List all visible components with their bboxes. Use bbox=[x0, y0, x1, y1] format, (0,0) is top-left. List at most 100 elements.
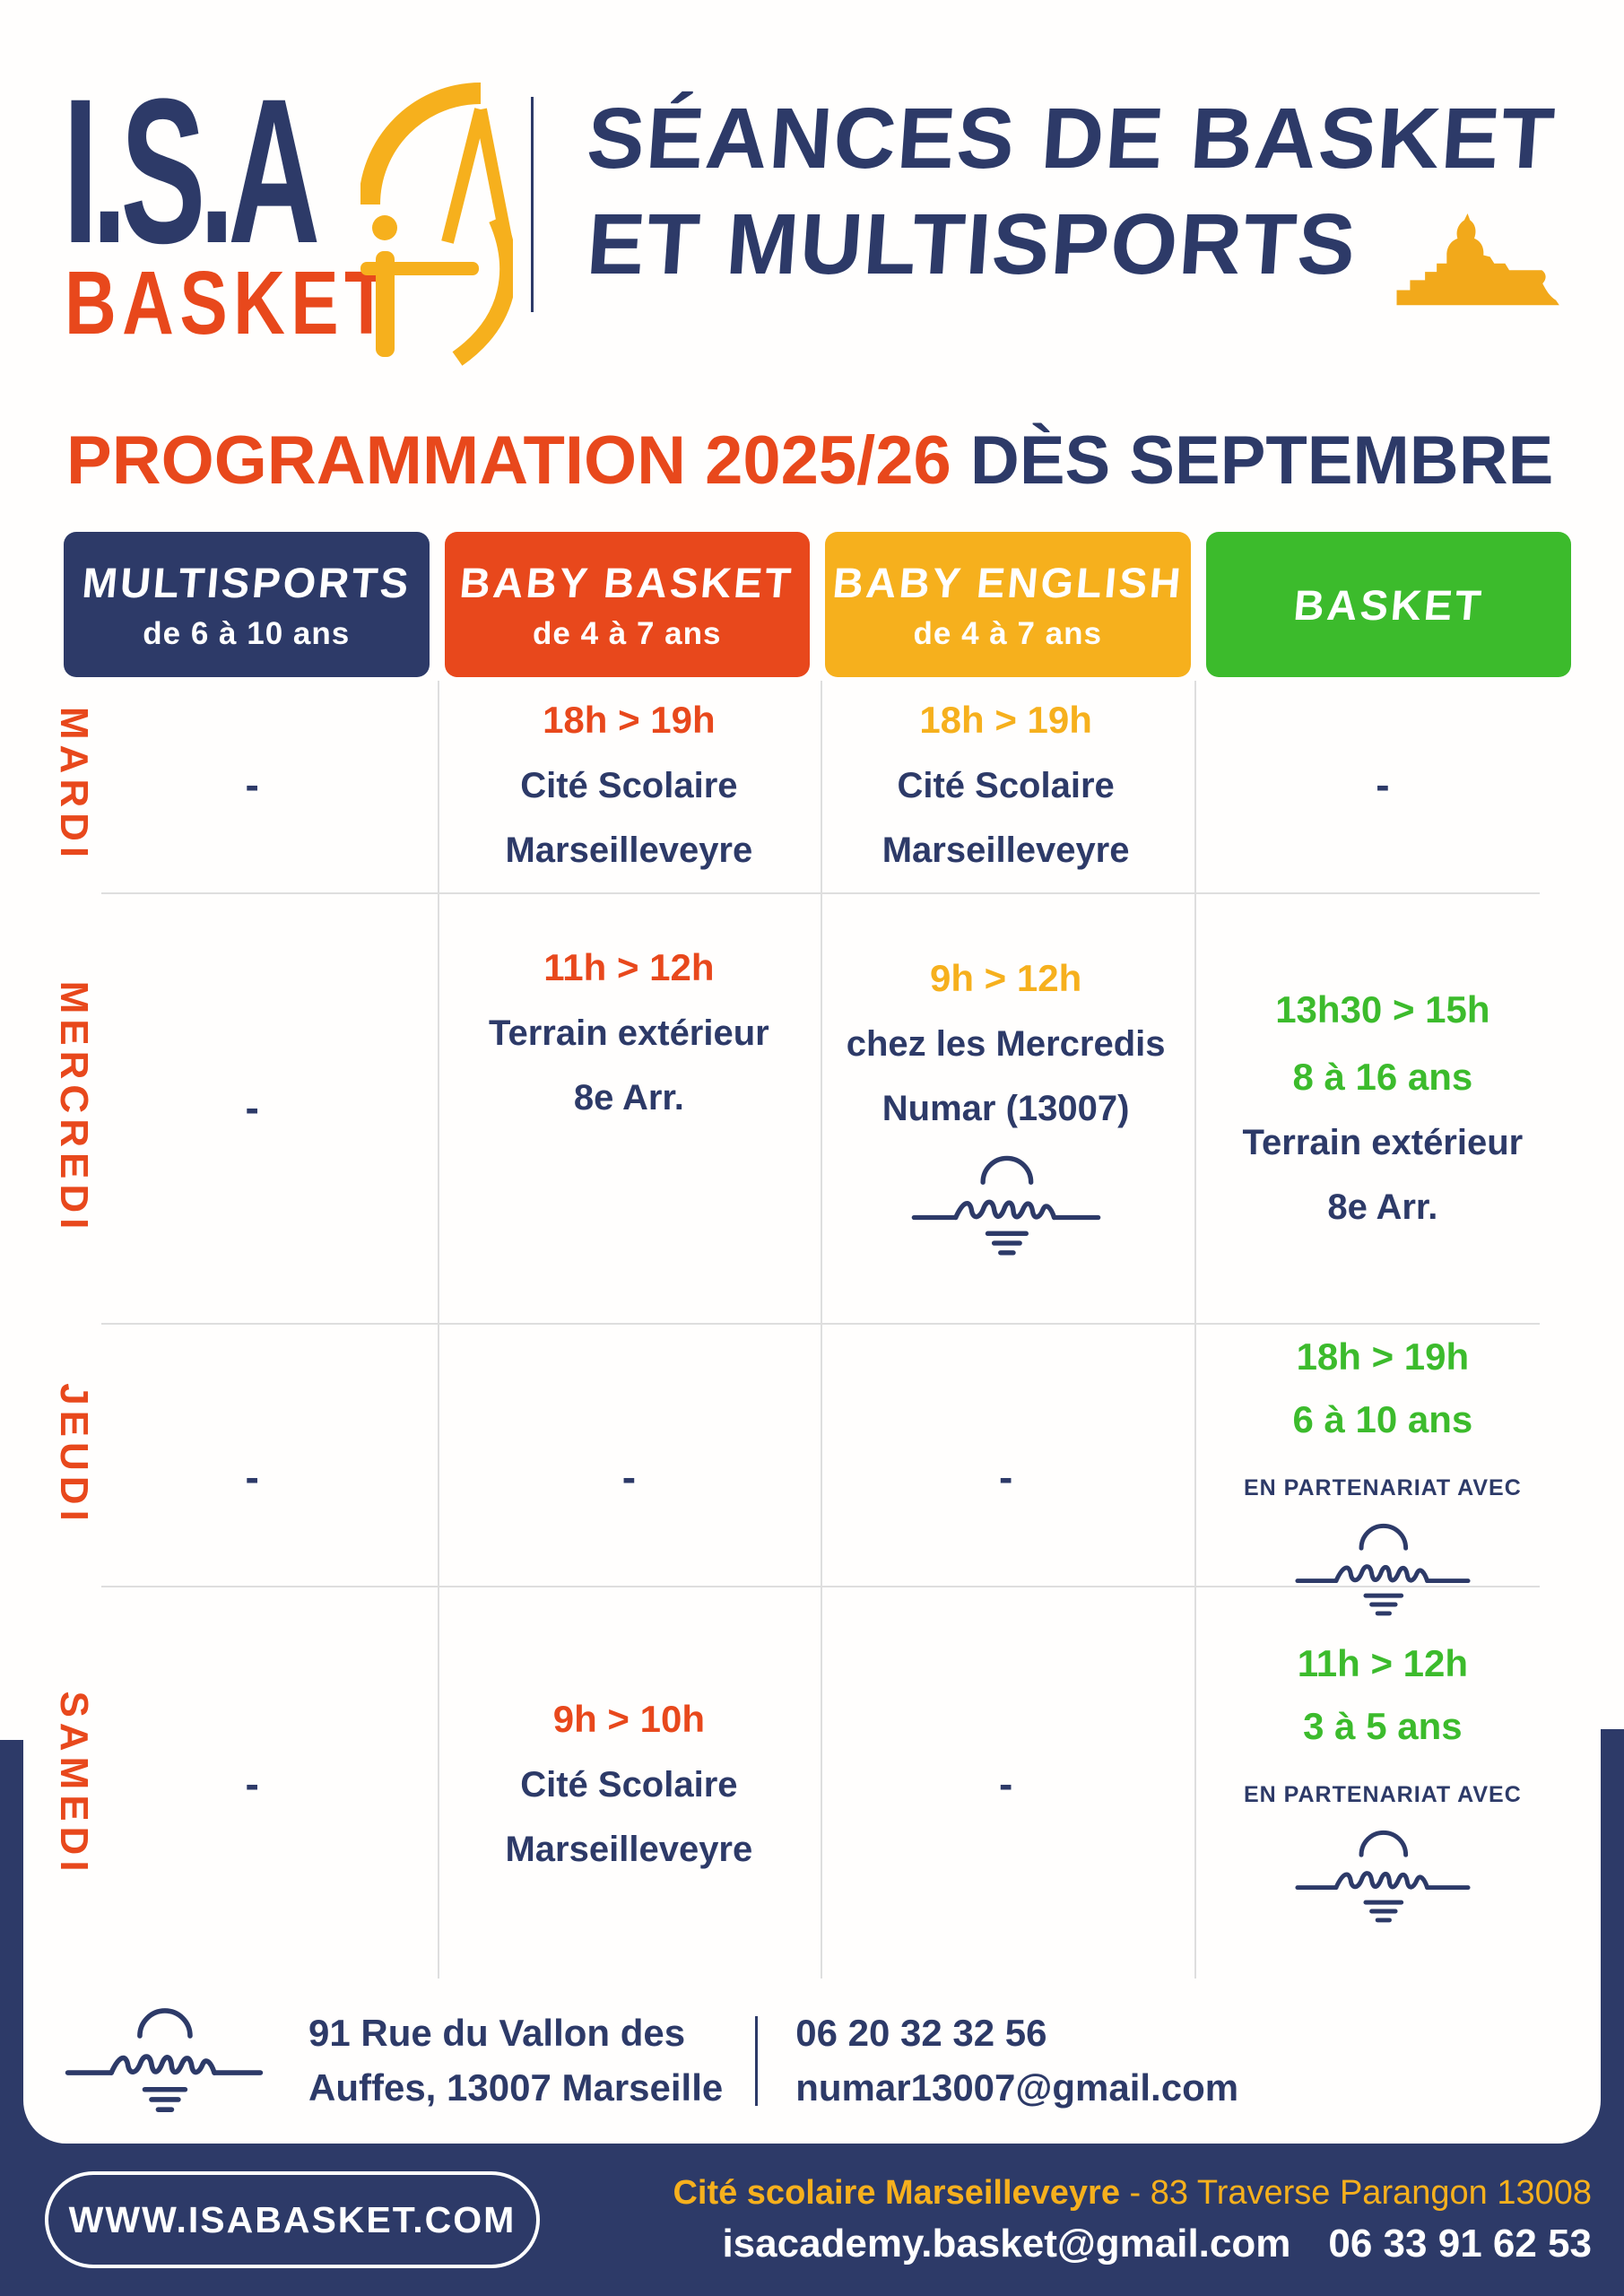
time-label: 13h30 > 15h bbox=[1275, 987, 1490, 1031]
no-session-dash: - bbox=[998, 1454, 1013, 1500]
numar-logo-icon bbox=[909, 1153, 1103, 1259]
contact-phone[interactable]: 06 20 32 32 56 bbox=[795, 2012, 1047, 2055]
frame-left-strip bbox=[0, 1740, 23, 2065]
time-label: 18h > 19h bbox=[919, 699, 1092, 741]
grid-horizontal-divider bbox=[101, 1586, 1540, 1587]
contact-email[interactable]: numar13007@gmail.com bbox=[795, 2066, 1239, 2109]
address-line2: Auffes, 13007 Marseille bbox=[308, 2066, 724, 2109]
bottom-email[interactable]: isacademy.basket@gmail.com bbox=[722, 2221, 1291, 2266]
heading-accent: PROGRAMMATION 2025/26 bbox=[66, 422, 951, 499]
venue-line: Cité Scolaire bbox=[897, 766, 1115, 805]
column-title: BASKET bbox=[1291, 580, 1486, 629]
schedule-cell: 9h > 10h Cité Scolaire Marseilleveyre bbox=[440, 1586, 817, 1982]
numar-logo-icon bbox=[63, 2005, 265, 2117]
schedule-cell: 18h > 19h Cité Scolaire Marseilleveyre bbox=[440, 677, 817, 892]
page-title-line2: ET MULTISPORTS bbox=[584, 196, 1360, 292]
schedule-row-jeudi: JEUDI - - - 18h > 19h 6 à 10 ans EN PART… bbox=[52, 1323, 1571, 1586]
schedule-cell: 11h > 12h Terrain extérieur 8e Arr. bbox=[440, 892, 817, 1323]
day-label-mardi: MARDI bbox=[52, 706, 96, 864]
day-label-jeudi: JEUDI bbox=[52, 1382, 96, 1526]
location-line: Cité scolaire Marseilleveyre - 83 Traver… bbox=[673, 2174, 1592, 2213]
bottom-phone[interactable]: 06 33 91 62 53 bbox=[1328, 2221, 1592, 2266]
address-block: 91 Rue du Vallon des Auffes, 13007 Marse… bbox=[308, 2006, 723, 2116]
website-button[interactable]: WWW.ISABASKET.COM bbox=[45, 2171, 540, 2268]
schedule-cell: 13h30 > 15h 8 à 16 ans Terrain extérieur… bbox=[1194, 892, 1571, 1323]
day-label-mercredi: MERCREDI bbox=[52, 980, 96, 1235]
column-header-baby-english: BABY ENGLISH de 4 à 7 ans bbox=[825, 532, 1191, 677]
schedule-cell: - bbox=[818, 1323, 1194, 1632]
day-label-samedi: SAMEDI bbox=[52, 1691, 96, 1877]
page-heading: PROGRAMMATION 2025/26 DÈS SEPTEMBRE bbox=[66, 422, 1553, 500]
schedule-cell: - bbox=[64, 677, 440, 892]
venue-line: 8e Arr. bbox=[1327, 1187, 1438, 1227]
no-session-dash: - bbox=[245, 1083, 259, 1131]
venue-line: Cité Scolaire bbox=[520, 1765, 738, 1805]
venue-line: chez les Mercredis bbox=[846, 1023, 1166, 1064]
card-rounded-bottom bbox=[23, 2063, 1601, 2144]
time-label: 9h > 10h bbox=[552, 1698, 705, 1740]
contact-divider bbox=[755, 2016, 759, 2106]
grid-horizontal-divider bbox=[101, 892, 1540, 894]
page-title-line1: SÉANCES DE BASKET bbox=[584, 91, 1559, 187]
no-session-dash: - bbox=[1376, 761, 1390, 808]
venue-line: Terrain extérieur bbox=[1242, 1122, 1524, 1162]
schedule-cell: - bbox=[64, 892, 440, 1323]
time-label: 11h > 12h bbox=[543, 946, 715, 988]
partner-label: EN PARTENARIAT AVEC bbox=[1244, 1475, 1522, 1500]
schedule-row-mercredi: MERCREDI - 11h > 12h Terrain extérieur 8… bbox=[52, 892, 1571, 1323]
frame-right-strip bbox=[1601, 1729, 1624, 2065]
age-label: 3 à 5 ans bbox=[1303, 1704, 1463, 1747]
column-header-basket: BASKET bbox=[1205, 532, 1571, 677]
bottom-bar: WWW.ISABASKET.COM Cité scolaire Marseill… bbox=[0, 2144, 1624, 2296]
schedule-row-samedi: SAMEDI - 9h > 10h Cité Scolaire Marseill… bbox=[52, 1586, 1571, 1982]
schedule-cell: - bbox=[818, 1586, 1194, 1982]
no-session-dash: - bbox=[998, 1760, 1013, 1807]
address-line1: 91 Rue du Vallon des bbox=[308, 2012, 686, 2055]
venue-line: 8e Arr. bbox=[573, 1078, 684, 1118]
contact-block: 06 20 32 32 56 numar13007@gmail.com bbox=[795, 2006, 1238, 2116]
venue-line: Terrain extérieur bbox=[489, 1013, 769, 1053]
schedule-cell: - bbox=[440, 1323, 817, 1632]
schedule-cell: 18h > 19h 6 à 10 ans EN PARTENARIAT AVEC bbox=[1194, 1323, 1571, 1632]
schedule-row-mardi: MARDI - 18h > 19h Cité Scolaire Marseill… bbox=[52, 677, 1571, 892]
column-headers: MULTISPORTS de 6 à 10 ans BABY BASKET de… bbox=[64, 532, 1571, 677]
grid-vertical-divider bbox=[1194, 681, 1196, 1979]
schedule-cell: 9h > 12h chez les Mercredis Numar (13007… bbox=[818, 892, 1194, 1323]
time-label: 18h > 19h bbox=[1296, 1335, 1470, 1378]
time-label: 18h > 19h bbox=[543, 699, 716, 741]
venue-line: Marseilleveyre bbox=[505, 831, 753, 870]
column-subtitle: de 6 à 10 ans bbox=[143, 615, 351, 651]
age-label: 6 à 10 ans bbox=[1292, 1398, 1473, 1440]
column-title: BABY ENGLISH bbox=[830, 558, 1185, 606]
column-subtitle: de 4 à 7 ans bbox=[913, 615, 1102, 651]
schedule-cell: 18h > 19h Cité Scolaire Marseilleveyre bbox=[818, 677, 1194, 892]
bottom-contact-line: isacademy.basket@gmail.com 06 33 91 62 5… bbox=[722, 2222, 1592, 2266]
no-session-dash: - bbox=[245, 1760, 259, 1807]
location-address: - 83 Traverse Parangon 13008 bbox=[1119, 2173, 1592, 2212]
logo-title-divider bbox=[531, 97, 534, 312]
column-header-baby-basket: BABY BASKET de 4 à 7 ans bbox=[444, 532, 810, 677]
venue-line: Cité Scolaire bbox=[520, 766, 738, 805]
no-session-dash: - bbox=[245, 1454, 259, 1500]
venue-line: Numar (13007) bbox=[881, 1088, 1130, 1128]
grid-vertical-divider bbox=[438, 681, 439, 1979]
isa-basket-logo-icon bbox=[360, 83, 513, 366]
schedule-cell: 11h > 12h 3 à 5 ans EN PARTENARIAT AVEC bbox=[1194, 1586, 1571, 1982]
website-label: WWW.ISABASKET.COM bbox=[68, 2198, 517, 2240]
column-title: MULTISPORTS bbox=[80, 558, 413, 606]
brand-logo-text: I.S.A bbox=[63, 56, 320, 286]
schedule-grid: MARDI - 18h > 19h Cité Scolaire Marseill… bbox=[52, 677, 1571, 1982]
age-label: 8 à 16 ans bbox=[1292, 1055, 1473, 1098]
grid-vertical-divider bbox=[821, 681, 822, 1979]
no-session-dash: - bbox=[245, 761, 259, 808]
schedule-cell: - bbox=[64, 1323, 440, 1632]
location-name: Cité scolaire Marseilleveyre bbox=[673, 2173, 1120, 2212]
partner-label: EN PARTENARIAT AVEC bbox=[1244, 1781, 1522, 1807]
column-title: BABY BASKET bbox=[458, 558, 796, 606]
bottom-bar-info: Cité scolaire Marseilleveyre - 83 Traver… bbox=[673, 2174, 1592, 2266]
column-header-multisports: MULTISPORTS de 6 à 10 ans bbox=[64, 532, 430, 677]
schedule-cell: - bbox=[1194, 677, 1571, 892]
venue-line: Marseilleveyre bbox=[881, 831, 1130, 870]
time-label: 11h > 12h bbox=[1297, 1641, 1469, 1684]
